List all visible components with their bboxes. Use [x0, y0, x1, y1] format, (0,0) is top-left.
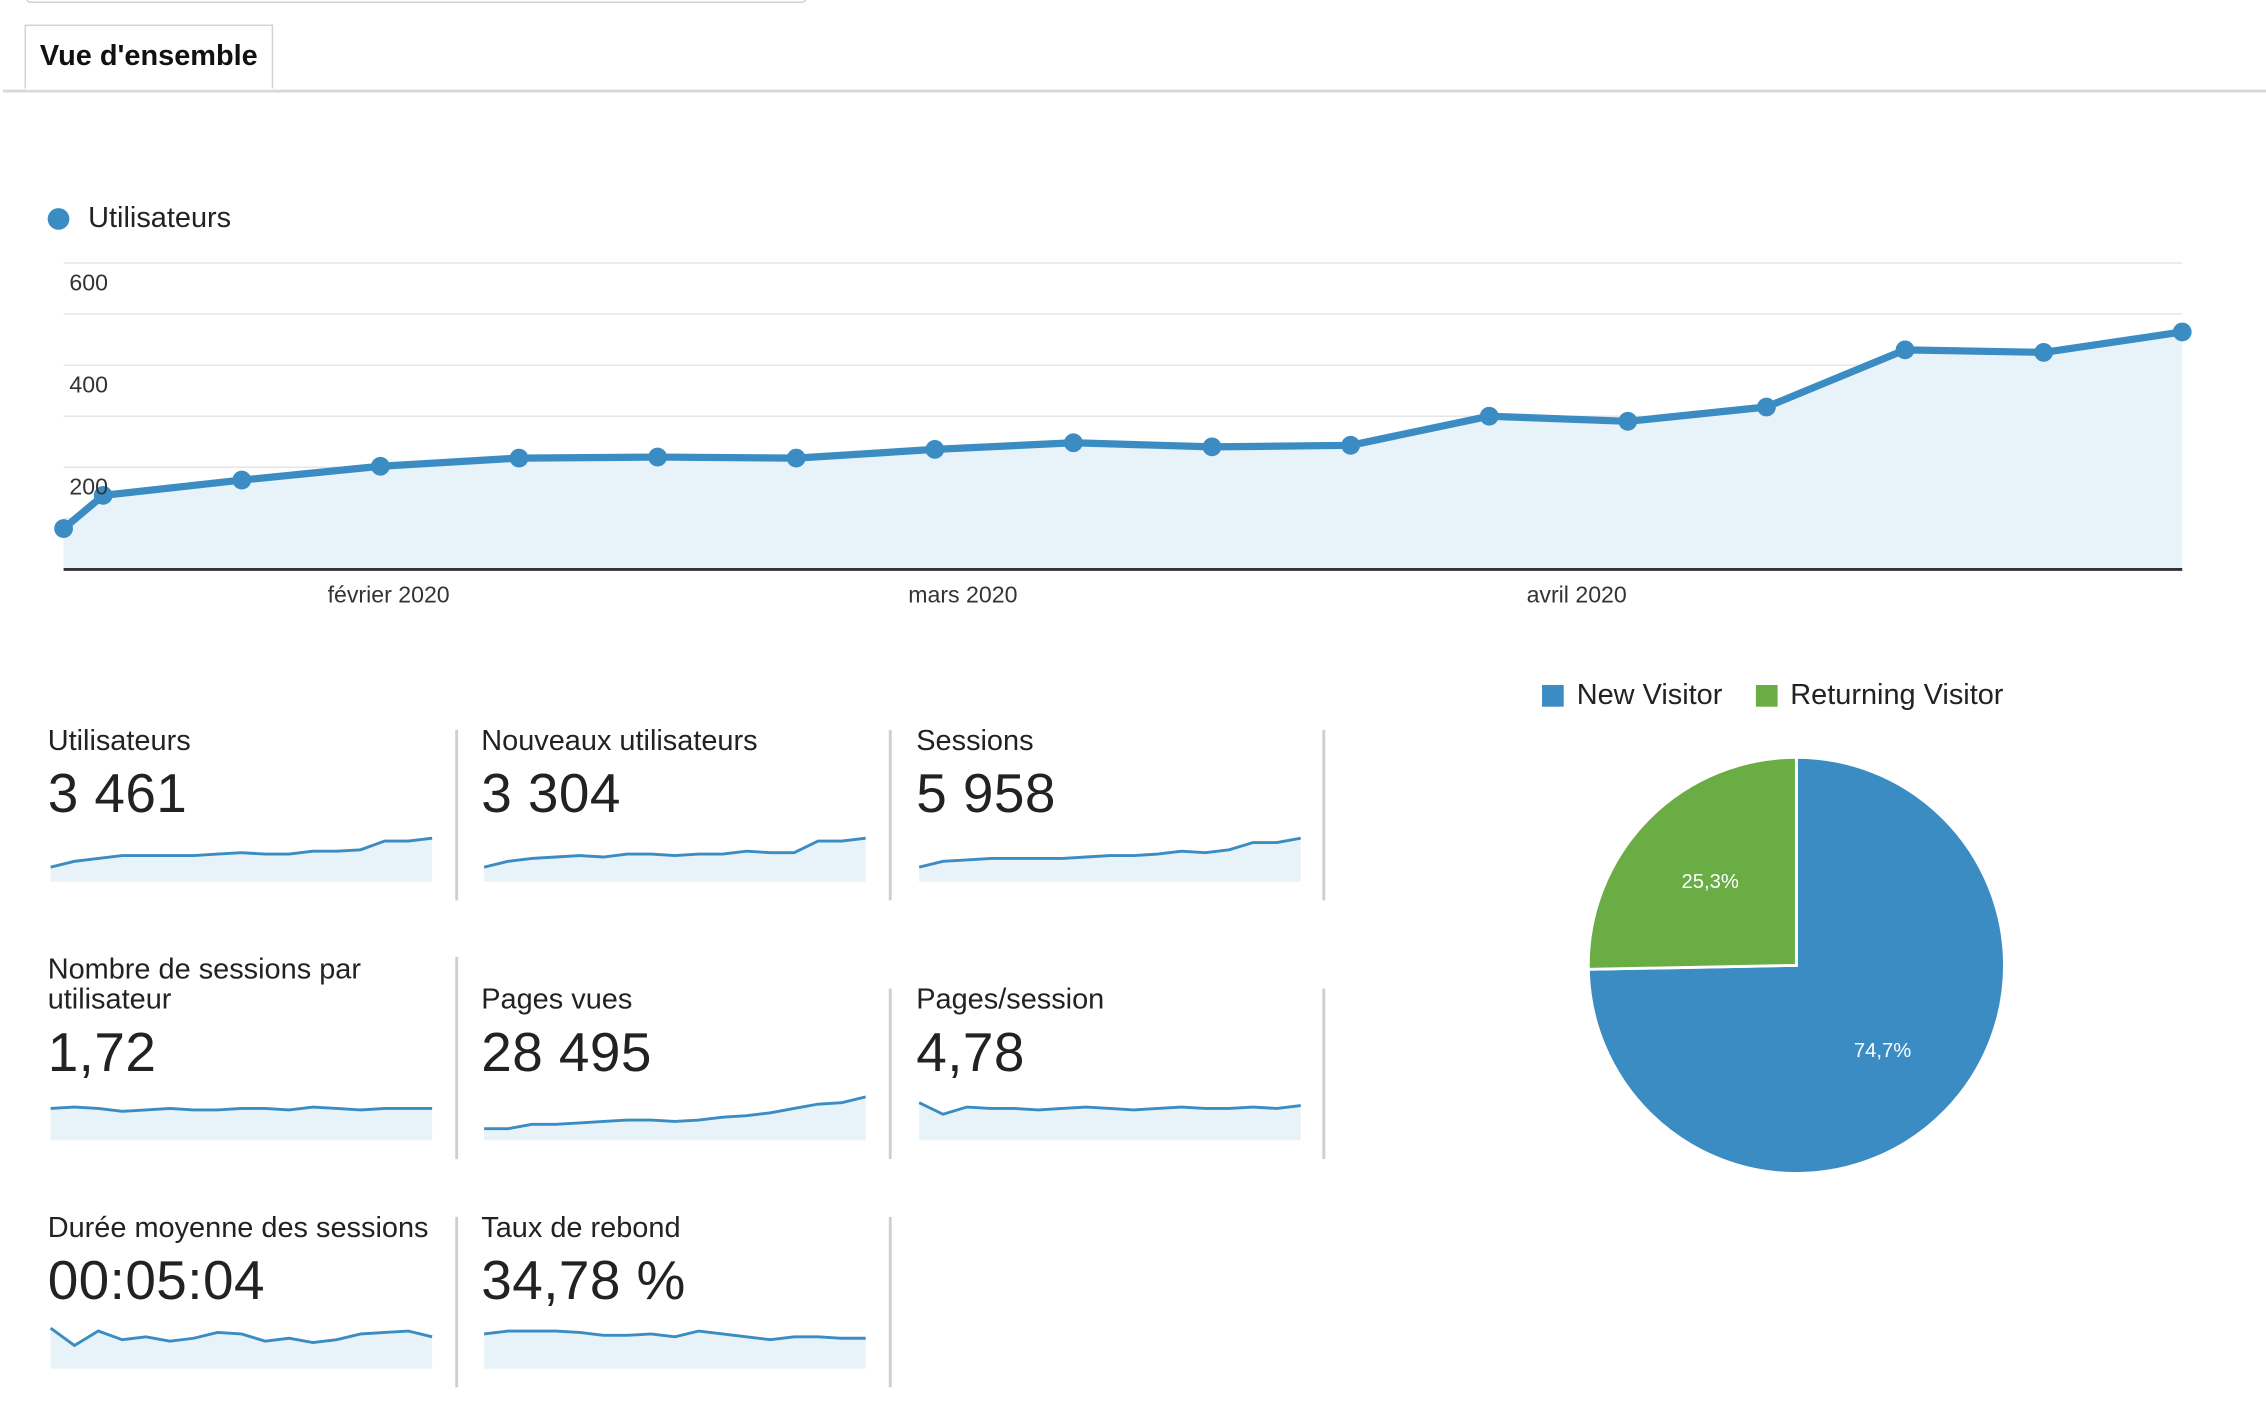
visitor-pie-chart[interactable]: 74,7% 25,3% — [1582, 752, 2016, 1186]
pie-slice-new-visitor — [1586, 755, 2006, 1175]
legend-swatch — [1755, 685, 1778, 707]
legend-label: Utilisateurs — [88, 202, 232, 235]
tab-overview[interactable]: Vue d'ensemble — [24, 24, 274, 90]
metric-value: 3 461 — [47, 764, 188, 826]
metric-sparkline — [50, 836, 433, 882]
metric-label: Pages vues — [481, 984, 633, 1016]
tab-overview-label: Vue d'ensemble — [39, 39, 258, 72]
metric-sparkline — [49, 1326, 433, 1369]
metric-sessions-per-user[interactable]: Nombre de sessions par utilisateur 1,72 — [48, 955, 438, 1143]
divider — [888, 988, 892, 1160]
divider — [455, 1216, 459, 1388]
main-chart-legend[interactable]: Utilisateurs — [47, 202, 232, 235]
legend-label: New Visitor — [1576, 679, 1723, 712]
metric-label: Sessions — [916, 725, 1034, 758]
metric-sparkline — [50, 1105, 433, 1141]
metric-value: 5 958 — [916, 764, 1056, 826]
x-tick-label: avril 2020 — [1527, 582, 1627, 608]
data-point — [1618, 411, 1638, 431]
data-point — [1202, 437, 1222, 457]
sparkline-line — [918, 836, 1301, 869]
sparkline-line — [50, 836, 433, 869]
metric-sessions[interactable]: Sessions 5 958 — [916, 725, 1306, 885]
legend-item-new-visitor[interactable]: New Visitor — [1542, 679, 1722, 712]
users-line-chart[interactable]: 600 400 200 février 2020 mars 2020 avril 2020 — [0, 246, 2266, 622]
metric-sparkline — [483, 836, 866, 882]
metric-new-users[interactable]: Nouveaux utilisateurs 3 304 — [481, 725, 871, 885]
metric-bounce-rate[interactable]: Taux de rebond 34,78 % — [481, 1212, 871, 1372]
divider — [455, 729, 459, 901]
metric-users[interactable]: Utilisateurs 3 461 — [47, 725, 438, 885]
legend-dot — [47, 208, 70, 230]
metric-value: 00:05:04 — [47, 1251, 265, 1313]
sparkline-line — [483, 1329, 866, 1342]
data-point — [786, 448, 806, 468]
sparkline-area — [919, 1102, 1301, 1141]
legend-label: Returning Visitor — [1790, 679, 2004, 712]
sparkline-line — [50, 1105, 433, 1113]
metric-label: Pages/session — [916, 984, 1105, 1016]
data-point — [371, 456, 390, 476]
data-point — [1064, 433, 1083, 453]
divider — [888, 729, 892, 901]
y-tick-label: 400 — [69, 372, 108, 398]
metric-sparkline — [484, 1095, 867, 1141]
metric-value: 3 304 — [481, 764, 621, 826]
sparkline-area — [50, 1107, 433, 1141]
metric-avg-session-duration[interactable]: Durée moyenne des sessions 00:05:04 — [47, 1212, 438, 1372]
data-point — [1479, 406, 1499, 426]
data-point — [93, 485, 113, 505]
legend-swatch — [1542, 685, 1564, 707]
data-point — [648, 447, 668, 467]
top-input-box[interactable] — [26, 0, 807, 3]
sparkline-line — [483, 836, 866, 869]
sparkline-line — [918, 1101, 1301, 1116]
pie-slice-label: 74,7% — [1854, 1040, 1911, 1062]
metric-label: Utilisateurs — [47, 725, 191, 758]
divider — [1322, 729, 1326, 901]
metric-label: Durée moyenne des sessions — [47, 1212, 429, 1245]
data-point — [1341, 435, 1361, 455]
y-tick-label: 600 — [69, 269, 108, 295]
data-point — [925, 440, 945, 459]
metric-sparkline — [483, 1329, 866, 1369]
data-point — [232, 470, 252, 490]
sparkline-area — [484, 838, 866, 882]
metric-label: Nouveaux utilisateurs — [481, 725, 758, 758]
pie-legend[interactable]: New Visitor Returning Visitor — [1542, 679, 2037, 712]
legend-item-returning-visitor[interactable]: Returning Visitor — [1755, 679, 2004, 712]
sparkline-area — [484, 1096, 866, 1141]
sparkline-line — [484, 1095, 867, 1131]
series-area — [63, 331, 2183, 570]
metric-label: Nombre de sessions par utilisateur — [47, 953, 361, 1016]
metric-value: 34,78 % — [481, 1251, 686, 1313]
x-tick-label: février 2020 — [328, 582, 450, 608]
divider — [1322, 988, 1326, 1160]
metric-sparkline — [918, 836, 1301, 882]
pie-slice-label: 25,3% — [1682, 871, 1739, 893]
data-point — [509, 448, 529, 468]
tab-divider — [2, 89, 2266, 93]
data-point — [54, 519, 73, 538]
metric-sparkline — [918, 1101, 1301, 1141]
pie-slice-returning-visitor — [1586, 755, 1798, 971]
data-point — [1757, 397, 1776, 417]
sparkline-line — [49, 1326, 433, 1348]
sparkline-area — [919, 838, 1301, 882]
divider — [888, 1216, 892, 1388]
metric-value: 4,78 — [916, 1023, 1025, 1084]
data-point — [2172, 322, 2192, 342]
data-point — [2034, 342, 2054, 362]
metric-pages-per-session[interactable]: Pages/session 4,78 — [916, 984, 1306, 1144]
metric-pageviews[interactable]: Pages vues 28 495 — [481, 984, 871, 1144]
data-point — [1895, 340, 1915, 360]
x-tick-label: mars 2020 — [908, 582, 1017, 608]
y-tick-label: 200 — [69, 474, 108, 500]
metric-value: 1,72 — [47, 1023, 157, 1084]
divider — [455, 956, 459, 1160]
metric-value: 28 495 — [481, 1023, 652, 1084]
sparkline-area — [50, 838, 433, 882]
metric-label: Taux de rebond — [481, 1212, 681, 1245]
